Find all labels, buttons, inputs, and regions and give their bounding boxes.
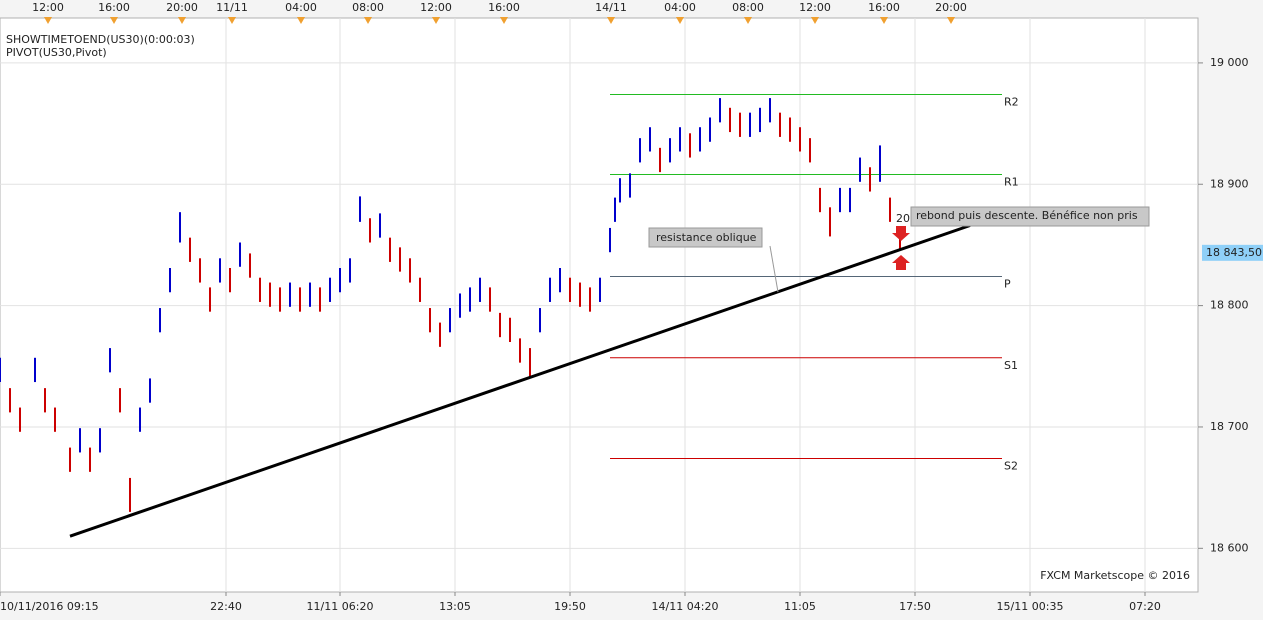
top-tick-marker (110, 17, 118, 24)
top-tick-marker (228, 17, 236, 24)
top-tick-label: 20:00 (935, 1, 967, 14)
top-tick-marker (178, 17, 186, 24)
indicator-label: SHOWTIMETOEND(US30)(0:00:03) (6, 33, 195, 46)
top-tick-marker (744, 17, 752, 24)
top-tick-marker (432, 17, 440, 24)
last-price-label: 18 843,50 (1206, 246, 1262, 259)
x-tick-label: 17:50 (899, 600, 931, 613)
top-tick-label: 08:00 (352, 1, 384, 14)
trendline (69, 224, 971, 538)
annotation: resistance oblique (656, 231, 757, 244)
x-tick-label: 22:40 (210, 600, 242, 613)
top-tick-marker (297, 17, 305, 24)
x-tick-label: 10/11/2016 09:15 (0, 600, 99, 613)
top-tick-label: 16:00 (98, 1, 130, 14)
indicator-label: PIVOT(US30,Pivot) (6, 46, 107, 59)
top-tick-marker (811, 17, 819, 24)
top-tick-label: 08:00 (732, 1, 764, 14)
top-tick-label: 12:00 (799, 1, 831, 14)
top-tick-marker (500, 17, 508, 24)
top-tick-label: 11/11 (216, 1, 248, 14)
top-tick-label: 12:00 (420, 1, 452, 14)
top-tick-marker (44, 17, 52, 24)
top-tick-label: 04:00 (664, 1, 696, 14)
x-tick-label: 13:05 (439, 600, 471, 613)
annotation-box (910, 206, 1150, 227)
x-tick-label: 19:50 (554, 600, 586, 613)
last-price-box (1202, 244, 1263, 261)
trade-label: 20 (896, 212, 910, 225)
y-tick-label: 18 800 (1210, 299, 1249, 312)
x-tick-label: 07:20 (1129, 600, 1161, 613)
x-tick-label: 14/11 04:20 (652, 600, 719, 613)
top-tick-label: 16:00 (488, 1, 520, 14)
y-tick-label: 18 700 (1210, 420, 1249, 433)
top-tick-label: 12:00 (32, 1, 64, 14)
y-tick-label: 19 000 (1210, 56, 1249, 69)
top-tick-marker (364, 17, 372, 24)
watermark: FXCM Marketscope © 2016 (1040, 569, 1190, 582)
x-tick-label: 11/11 06:20 (307, 600, 374, 613)
x-tick-label: 11:05 (784, 600, 816, 613)
callout-pointer (769, 245, 779, 293)
sell-arrow (892, 226, 910, 241)
top-tick-label: 20:00 (166, 1, 198, 14)
x-tick-label: 15/11 00:35 (997, 600, 1064, 613)
plot-area (0, 17, 1199, 593)
top-tick-label: 04:00 (285, 1, 317, 14)
pivot-label: S2 (1004, 460, 1018, 473)
pivot-label: R1 (1004, 176, 1019, 189)
buy-arrow (892, 255, 910, 270)
top-tick-label: 16:00 (868, 1, 900, 14)
top-tick-marker (607, 17, 615, 24)
pivot-label: R2 (1004, 95, 1019, 108)
pivot-label: S1 (1004, 359, 1018, 372)
top-tick-marker (880, 17, 888, 24)
top-tick-marker (676, 17, 684, 24)
pivot-label: P (1004, 277, 1011, 290)
top-tick-marker (947, 17, 955, 24)
annotation: rebond puis descente. Bénéfice non pris (916, 209, 1138, 222)
y-tick-label: 18 600 (1210, 541, 1249, 554)
top-tick-label: 14/11 (595, 1, 627, 14)
y-tick-label: 18 900 (1210, 177, 1249, 190)
annotation-box (648, 227, 763, 248)
